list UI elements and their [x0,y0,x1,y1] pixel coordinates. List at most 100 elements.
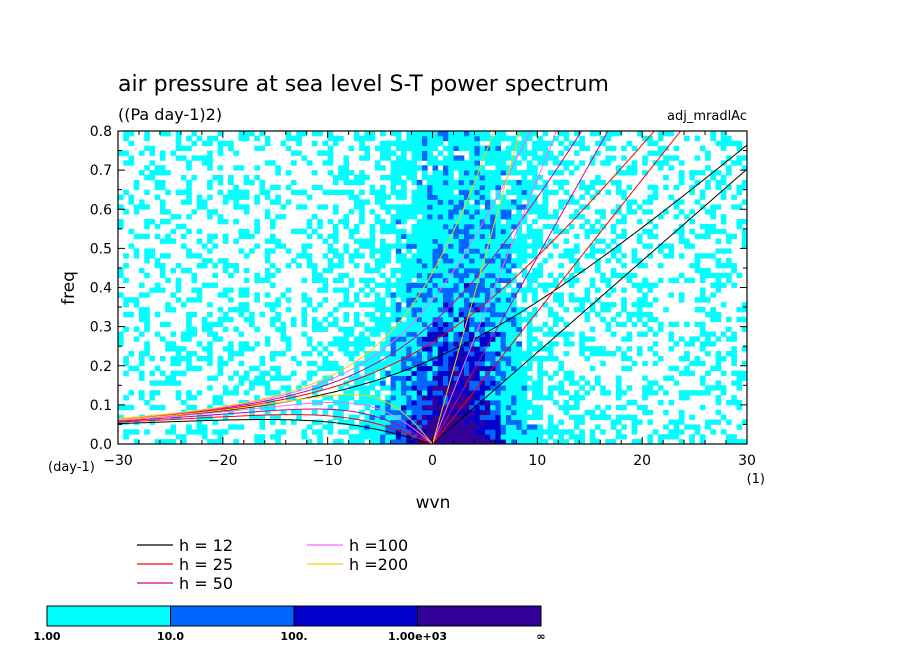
spectrum-cell [427,346,433,352]
spectrum-cell [490,145,496,151]
spectrum-cell [505,179,512,186]
spectrum-cell [705,223,711,230]
spectrum-cell [133,297,140,303]
spectrum-cell [484,214,491,220]
spectrum-cell [406,170,412,176]
spectrum-cell [594,140,601,147]
spectrum-cell [469,170,475,176]
spectrum-cell [511,346,517,352]
spectrum-cell [600,351,606,357]
spectrum-cell [479,336,486,342]
spectrum-cell [233,238,239,244]
spectrum-cell [710,282,716,288]
spectrum-cell [427,365,433,372]
spectrum-cell [511,135,517,142]
spectrum-cell [228,297,234,303]
spectrum-cell [484,311,491,318]
spectrum-cell [516,258,523,264]
spectrum-cell [631,360,638,367]
spectrum-cell [123,135,129,142]
spectrum-cell [180,199,187,205]
spectrum-cell [589,194,596,200]
spectrum-cell [521,399,528,406]
spectrum-cell [652,341,659,347]
spectrum-cell [416,390,423,396]
spectrum-cell [463,272,470,279]
spectrum-cell [526,189,533,195]
spectrum-cell [563,321,570,328]
spectrum-cell [437,399,444,406]
spectrum-cell [448,253,454,259]
spectrum-cell [657,326,664,332]
spectrum-cell [448,155,454,161]
spectrum-cell [636,331,643,337]
spectrum-cell [416,209,423,215]
spectrum-cell [437,360,444,367]
chart-annotation: adj_mradlAc [667,109,747,124]
spectrum-cell [359,321,365,328]
spectrum-cell [170,375,177,381]
spectrum-cell [521,380,528,386]
spectrum-cell [568,429,575,435]
spectrum-cell [579,194,585,200]
rossby-curve [118,408,433,444]
spectrum-cell [458,155,465,161]
spectrum-cell [427,140,433,147]
spectrum-cell [558,170,564,176]
spectrum-cell [374,331,381,337]
spectrum-cell [626,209,633,215]
spectrum-cell [458,355,465,362]
spectrum-cell [594,404,601,411]
spectrum-cell [374,390,381,396]
spectrum-cell [469,360,475,367]
spectrum-cell [542,370,549,376]
spectrum-cell [343,297,350,303]
spectrum-cell [317,223,323,230]
spectrum-cell [647,311,654,318]
spectrum-cell [332,277,339,284]
spectrum-cell [699,145,706,151]
spectrum-cell [678,414,685,420]
spectrum-cell [731,331,737,337]
spectrum-cell [463,297,470,303]
spectrum-cell [463,395,470,401]
spectrum-cell [432,223,439,230]
spectrum-cell [338,385,344,391]
spectrum-cell [642,409,648,416]
spectrum-cell [207,351,213,357]
spectrum-cell [626,385,633,391]
spectrum-cell [563,351,570,357]
spectrum-cell [657,248,664,254]
spectrum-cell [186,404,192,411]
spectrum-cell [343,395,350,401]
spectrum-cell [406,287,412,293]
spectrum-cell [668,248,675,254]
spectrum-cell [511,219,517,225]
spectrum-cell [474,297,481,303]
spectrum-cell [359,395,365,401]
spectrum-cell [453,321,460,328]
spectrum-cell [317,380,323,386]
spectrum-cell [422,219,428,225]
spectrum-cell [500,233,507,239]
spectrum-cell [343,175,350,181]
spectrum-cell [144,272,150,279]
spectrum-cell [285,375,292,381]
spectrum-cell [233,199,239,205]
spectrum-cell [201,355,208,362]
spectrum-cell [558,184,564,191]
spectrum-cell [668,253,675,259]
spectrum-cell [133,204,140,210]
spectrum-cell [579,302,585,308]
spectrum-cell [474,429,481,435]
spectrum-cell [217,336,224,342]
spectrum-cell [170,292,177,298]
spectrum-cell [479,170,486,176]
spectrum-cell [427,160,433,166]
spectrum-cell [458,331,465,337]
spectrum-cell [726,419,732,425]
spectrum-cell [474,140,481,147]
spectrum-cell [144,399,150,406]
spectrum-cell [401,414,407,420]
